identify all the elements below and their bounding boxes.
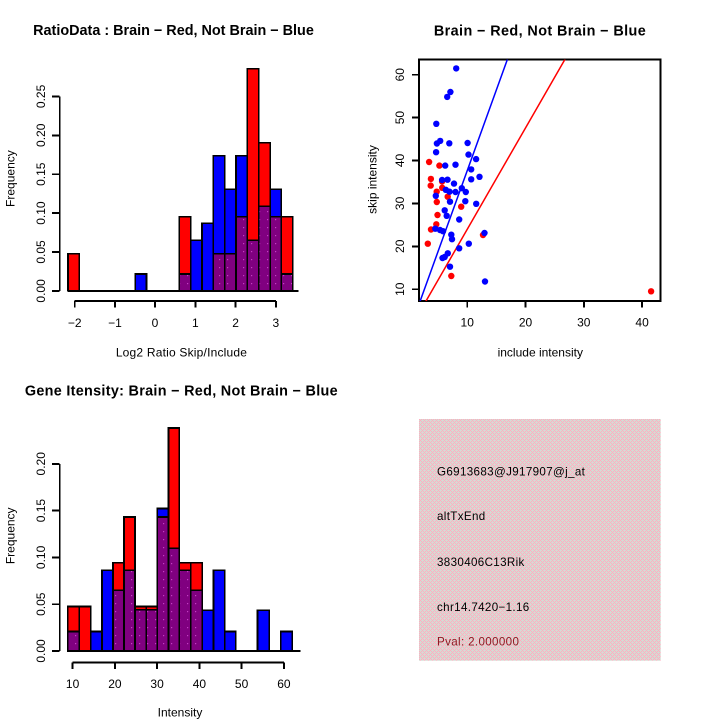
svg-text:0.00: 0.00 bbox=[34, 279, 48, 303]
svg-text:0.20: 0.20 bbox=[34, 452, 48, 476]
svg-text:0.05: 0.05 bbox=[34, 240, 48, 264]
svg-text:0: 0 bbox=[152, 316, 159, 330]
svg-text:0.20: 0.20 bbox=[34, 123, 48, 147]
svg-text:10: 10 bbox=[393, 282, 407, 296]
svg-text:altTxEnd: altTxEnd bbox=[437, 510, 486, 523]
svg-text:Intensity: Intensity bbox=[158, 706, 203, 720]
svg-text:−2: −2 bbox=[68, 316, 82, 330]
svg-text:RatioData : Brain − Red, Not B: RatioData : Brain − Red, Not Brain − Blu… bbox=[33, 23, 314, 39]
svg-text:include intensity: include intensity bbox=[498, 345, 583, 359]
svg-text:20: 20 bbox=[393, 239, 407, 253]
svg-text:3830406C13Rik: 3830406C13Rik bbox=[437, 556, 525, 569]
svg-text:Log2 Ratio Skip/Include: Log2 Ratio Skip/Include bbox=[116, 346, 247, 360]
svg-text:60: 60 bbox=[393, 68, 407, 82]
svg-text:10: 10 bbox=[461, 316, 475, 330]
svg-text:1: 1 bbox=[192, 316, 199, 330]
svg-text:20: 20 bbox=[519, 316, 533, 330]
svg-text:50: 50 bbox=[235, 677, 249, 691]
svg-text:20: 20 bbox=[108, 677, 122, 691]
svg-text:G6913683@J917907@j_at: G6913683@J917907@j_at bbox=[437, 466, 586, 479]
svg-text:−1: −1 bbox=[108, 316, 122, 330]
svg-text:0.00: 0.00 bbox=[34, 639, 48, 663]
svg-text:0.10: 0.10 bbox=[34, 545, 48, 569]
svg-text:0.15: 0.15 bbox=[34, 499, 48, 523]
svg-text:30: 30 bbox=[577, 316, 591, 330]
svg-text:50: 50 bbox=[393, 111, 407, 125]
svg-text:Frequency: Frequency bbox=[3, 507, 17, 564]
svg-text:Brain − Red, Not Brain − Blue: Brain − Red, Not Brain − Blue bbox=[434, 24, 646, 40]
svg-text:Frequency: Frequency bbox=[3, 150, 17, 207]
svg-text:60: 60 bbox=[277, 677, 291, 691]
svg-text:30: 30 bbox=[150, 677, 164, 691]
svg-text:3: 3 bbox=[273, 316, 280, 330]
svg-text:0.05: 0.05 bbox=[34, 592, 48, 616]
svg-text:40: 40 bbox=[635, 316, 649, 330]
svg-text:10: 10 bbox=[66, 677, 80, 691]
svg-text:0.25: 0.25 bbox=[34, 84, 48, 108]
svg-text:skip intensity: skip intensity bbox=[366, 145, 380, 214]
svg-text:Pval: 2.000000: Pval: 2.000000 bbox=[437, 636, 519, 649]
svg-text:30: 30 bbox=[393, 196, 407, 210]
svg-text:2: 2 bbox=[232, 316, 239, 330]
svg-text:0.15: 0.15 bbox=[34, 162, 48, 186]
svg-text:40: 40 bbox=[193, 677, 207, 691]
svg-text:chr14.7420−1.16: chr14.7420−1.16 bbox=[437, 601, 530, 614]
svg-text:Gene Itensity: Brain − Red, No: Gene Itensity: Brain − Red, Not Brain − … bbox=[25, 384, 338, 400]
svg-text:0.10: 0.10 bbox=[34, 201, 48, 225]
svg-text:40: 40 bbox=[393, 154, 407, 168]
